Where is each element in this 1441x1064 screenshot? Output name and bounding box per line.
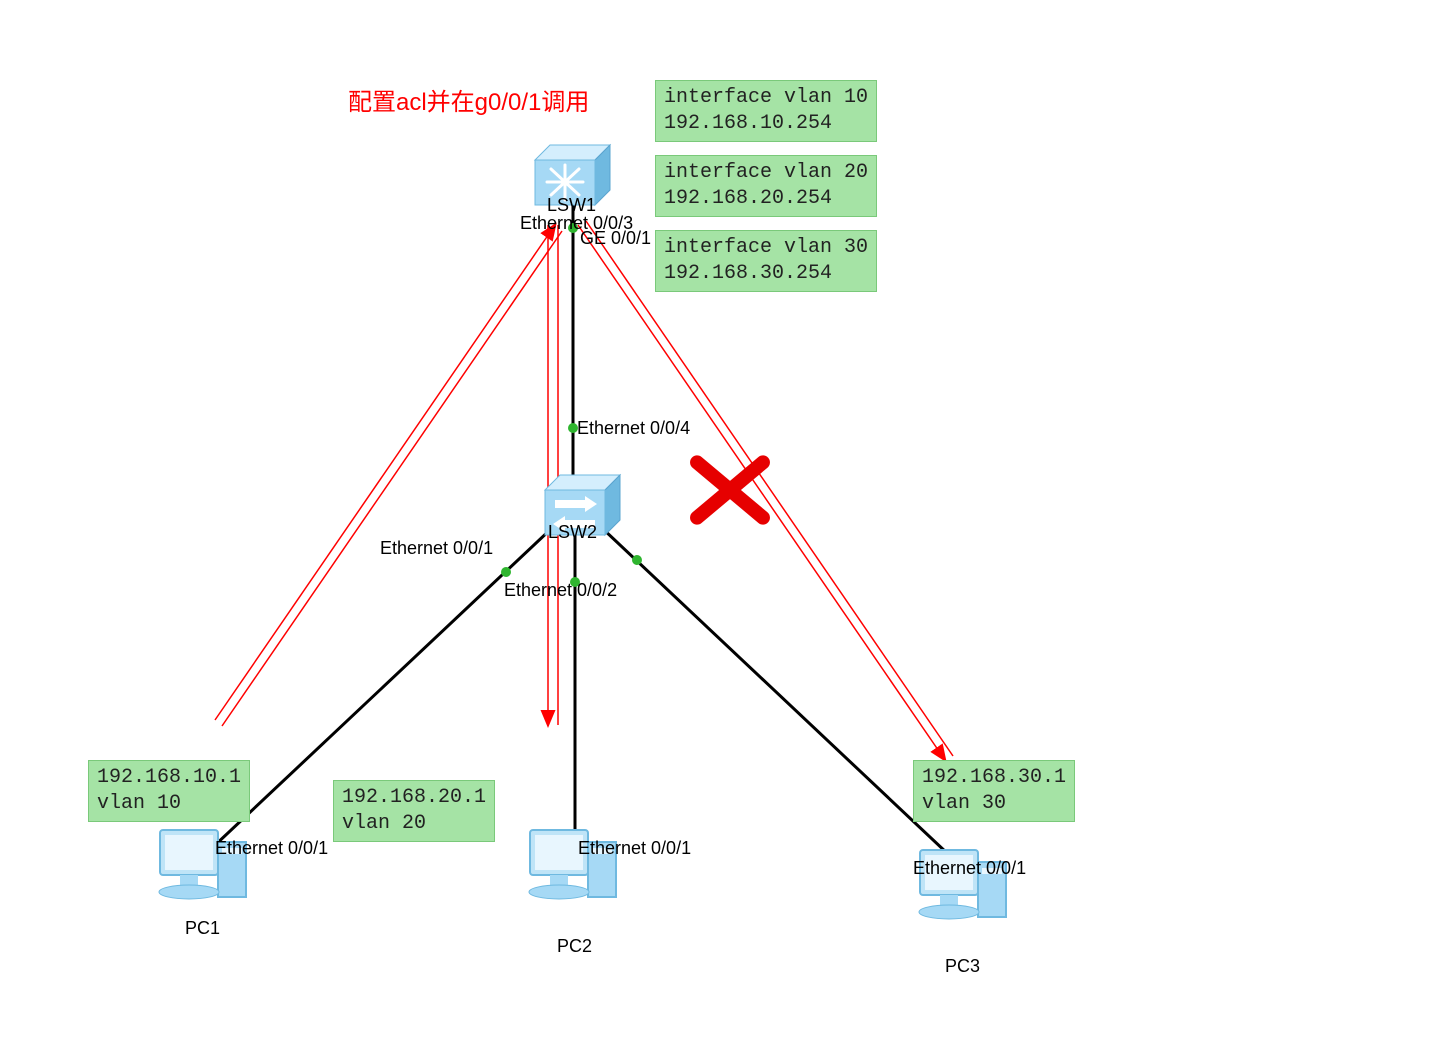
iflabel-pc2-eth001: Ethernet 0/0/1 bbox=[578, 838, 691, 859]
iflabel-pc3-eth001: Ethernet 0/0/1 bbox=[913, 858, 1026, 879]
title-text: 配置acl并在g0/0/1调用 bbox=[348, 82, 589, 117]
label-pc2: PC2 bbox=[557, 936, 592, 957]
x-mark bbox=[685, 450, 775, 530]
note-pc2: 192.168.20.1 vlan 20 bbox=[333, 780, 495, 842]
iflabel-lsw2-eth004: Ethernet 0/0/4 bbox=[577, 418, 690, 439]
note-vlan10: interface vlan 10 192.168.10.254 bbox=[655, 80, 877, 142]
iflabel-lsw1-ge001: GE 0/0/1 bbox=[580, 228, 651, 249]
label-pc3: PC3 bbox=[945, 956, 980, 977]
link-dots bbox=[208, 223, 968, 873]
iflabel-lsw2-eth001: Ethernet 0/0/1 bbox=[380, 538, 493, 559]
diagram-canvas: 配置acl并在g0/0/1调用 interface vlan 10 192.16… bbox=[0, 0, 1441, 1064]
note-pc1: 192.168.10.1 vlan 10 bbox=[88, 760, 250, 822]
iflabel-lsw2-eth002: Ethernet 0/0/2 bbox=[504, 580, 617, 601]
note-vlan30: interface vlan 30 192.168.30.254 bbox=[655, 230, 877, 292]
label-lsw2: LSW2 bbox=[548, 522, 597, 543]
note-vlan20: interface vlan 20 192.168.20.254 bbox=[655, 155, 877, 217]
note-pc3: 192.168.30.1 vlan 30 bbox=[913, 760, 1075, 822]
iflabel-pc1-eth001: Ethernet 0/0/1 bbox=[215, 838, 328, 859]
label-pc1: PC1 bbox=[185, 918, 220, 939]
